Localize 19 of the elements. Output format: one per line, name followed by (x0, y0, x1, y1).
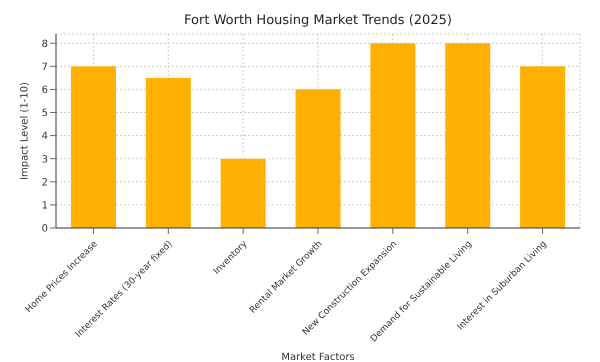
bar (146, 78, 191, 228)
y-tick-label: 0 (42, 224, 48, 235)
x-axis-title: Market Factors (281, 352, 355, 362)
chart-title: Fort Worth Housing Market Trends (2025) (184, 13, 452, 28)
bar (520, 66, 566, 228)
bar (445, 43, 490, 228)
y-tick-label: 3 (42, 154, 48, 166)
bar (370, 43, 416, 228)
y-tick-label: 2 (42, 177, 48, 188)
y-tick-label: 6 (42, 84, 48, 96)
y-axis-title: Impact Level (1-10) (20, 82, 31, 180)
bar (220, 158, 266, 228)
y-tick-label: 1 (42, 200, 48, 212)
bar (70, 66, 116, 228)
y-tick-label: 5 (42, 108, 48, 120)
y-tick-label: 8 (42, 38, 48, 50)
bar (296, 89, 341, 228)
y-tick-label: 4 (42, 131, 48, 142)
y-tick-label: 7 (42, 62, 48, 73)
